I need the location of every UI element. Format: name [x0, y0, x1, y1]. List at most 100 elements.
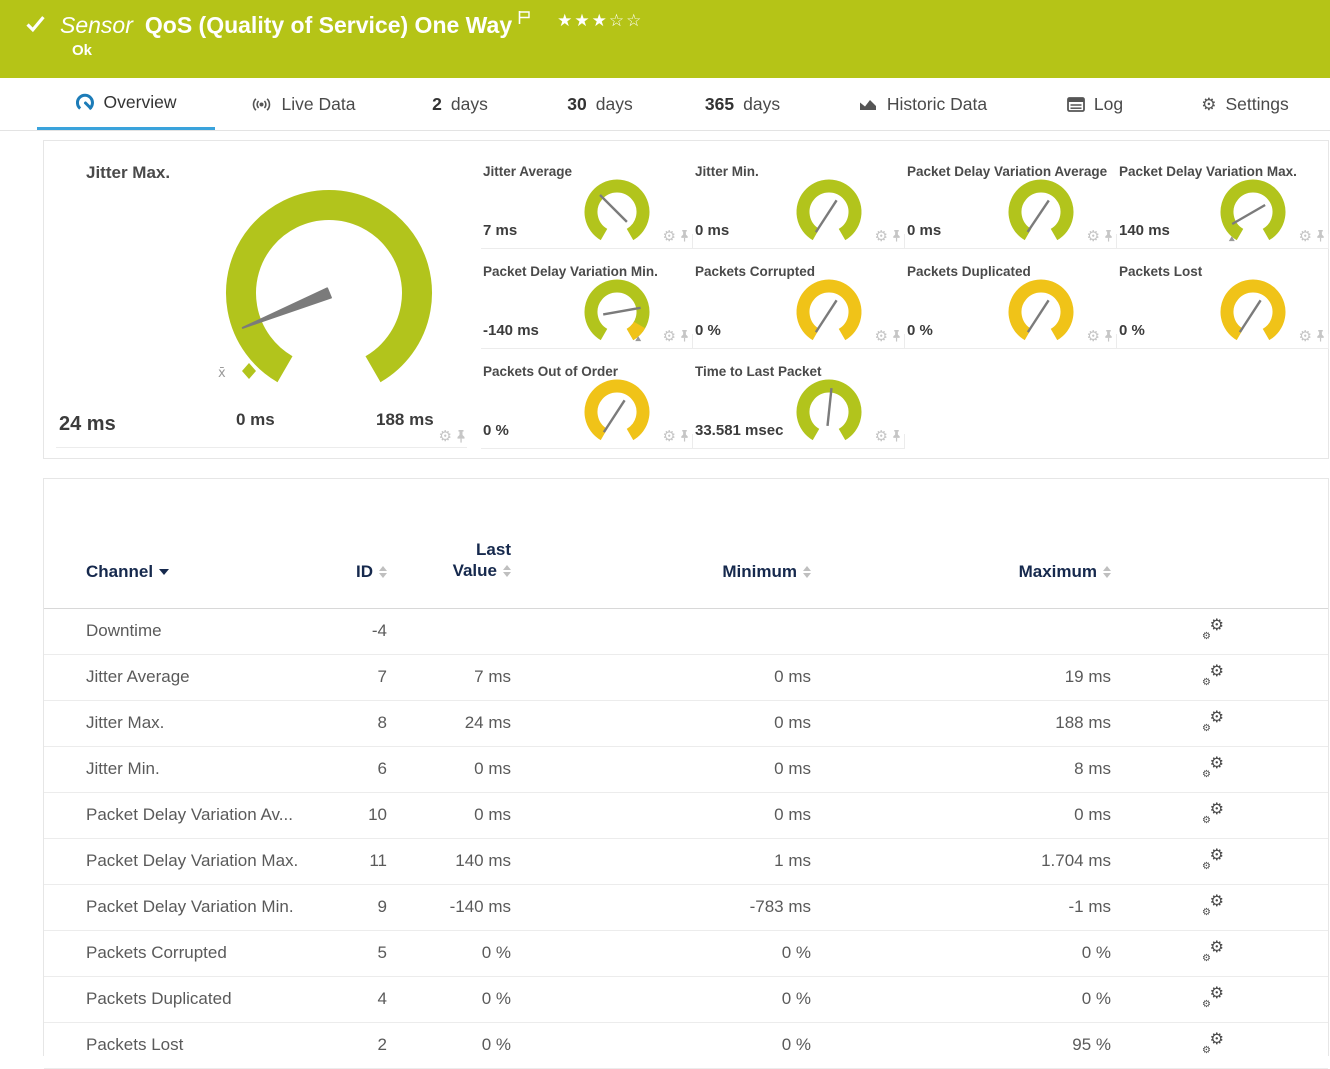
table-row: Jitter Max. 8 24 ms 0 ms 188 ms ⚙ ⚙	[44, 700, 1328, 747]
channel-name[interactable]: Packet Delay Variation Av...	[44, 792, 346, 839]
channel-settings-icon[interactable]: ⚙ ⚙	[1202, 892, 1224, 918]
gear-icon[interactable]: ⚙	[874, 327, 888, 345]
tab-365-days-number: 365	[704, 93, 735, 114]
mini-gauge-cell: Packet Delay Variation Min. -140 ms ⚙	[481, 261, 693, 349]
log-list-icon	[1066, 96, 1085, 112]
column-header-actions	[1111, 479, 1328, 609]
column-header-channel[interactable]: Channel	[44, 479, 346, 609]
column-header-last-value[interactable]: Last Value	[387, 479, 511, 609]
tab-settings[interactable]: ⚙ Settings	[1160, 78, 1330, 130]
channel-name[interactable]: Jitter Average	[44, 654, 346, 701]
channel-name[interactable]: Jitter Min.	[44, 746, 346, 793]
page-title: QoS (Quality of Service) One Way	[144, 12, 513, 38]
gauge-arc	[584, 379, 650, 441]
channel-settings-icon[interactable]: ⚙ ⚙	[1202, 662, 1224, 688]
gauge-needle	[814, 199, 838, 233]
pin-icon[interactable]	[1103, 329, 1114, 342]
pin-icon[interactable]	[891, 429, 902, 442]
priority-stars-rating[interactable]: ★★★☆☆	[557, 11, 644, 30]
gear-icon[interactable]: ⚙	[1086, 327, 1100, 345]
gear-icon[interactable]: ⚙	[1086, 227, 1100, 245]
channel-name[interactable]: Packet Delay Variation Max.	[44, 838, 346, 885]
tab-2-days[interactable]: 2 days	[390, 78, 530, 130]
mini-gauge-cell: Jitter Min. 0 ms ⚙	[693, 161, 905, 249]
gear-icon[interactable]: ⚙	[662, 227, 676, 245]
sort-toggle-icon	[379, 565, 387, 578]
gauge-arc	[584, 279, 650, 341]
pin-icon[interactable]	[1315, 229, 1326, 242]
sort-toggle-icon	[803, 565, 811, 578]
tab-live-data[interactable]: Live Data	[215, 78, 390, 130]
column-header-id[interactable]: ID	[346, 479, 387, 609]
gear-icon[interactable]: ⚙	[662, 327, 676, 345]
mini-gauge-value: 0 %	[1119, 322, 1145, 339]
channel-settings-icon[interactable]: ⚙ ⚙	[1202, 616, 1224, 642]
channel-id: 11	[346, 838, 387, 885]
mini-gauge-cell: Time to Last Packet 33.581 msec ⚙	[693, 361, 905, 449]
sort-descending-icon	[159, 568, 170, 575]
tab-log[interactable]: Log	[1030, 78, 1160, 130]
mini-gauge-cell: Packets Duplicated 0 % ⚙	[905, 261, 1117, 349]
table-row: Packets Lost 2 0 % 0 % 95 % ⚙ ⚙	[44, 1022, 1328, 1069]
gauge-arc	[796, 179, 862, 241]
gauge-arc	[1008, 279, 1074, 341]
mini-gauge-label: Jitter Average	[483, 164, 573, 179]
channel-name[interactable]: Packets Corrupted	[44, 930, 346, 977]
primary-gauge-label: Jitter Max.	[86, 163, 171, 182]
tab-2-days-number: 2	[432, 93, 442, 114]
pin-icon[interactable]	[891, 329, 902, 342]
tab-30-days[interactable]: 30 days	[530, 78, 670, 130]
gear-icon[interactable]: ⚙	[874, 427, 888, 445]
pin-icon[interactable]	[679, 329, 690, 342]
channel-settings-icon[interactable]: ⚙ ⚙	[1202, 1030, 1224, 1056]
tab-365-days[interactable]: 365 days	[670, 78, 815, 130]
tab-30-days-number: 30	[567, 93, 587, 114]
column-header-maximum-label: Maximum	[1018, 561, 1097, 581]
gear-icon[interactable]: ⚙	[438, 428, 452, 445]
pin-icon[interactable]	[1315, 329, 1326, 342]
tab-log-label: Log	[1093, 93, 1124, 114]
mini-gauges-grid: Jitter Average 7 ms ⚙ Jitter Min. 0 ms ⚙ Packe…	[481, 161, 1329, 449]
column-header-maximum[interactable]: Maximum	[811, 479, 1111, 609]
gauge-needle	[1026, 199, 1050, 233]
channel-minimum: 0 %	[511, 1022, 811, 1069]
pin-icon[interactable]	[891, 229, 902, 242]
mini-gauge	[793, 174, 865, 255]
table-row: Packet Delay Variation Max. 11 140 ms 1 ms 1…	[44, 838, 1328, 885]
gauge-max-tick	[635, 336, 642, 342]
gear-icon[interactable]: ⚙	[1298, 327, 1312, 345]
pin-icon[interactable]	[455, 429, 467, 443]
channel-settings-icon[interactable]: ⚙ ⚙	[1202, 846, 1224, 872]
channel-maximum: 0 %	[811, 976, 1111, 1023]
mini-gauge-label: Packets Duplicated	[907, 264, 1031, 279]
priority-flag-icon[interactable]	[518, 10, 531, 25]
gear-icon[interactable]: ⚙	[1298, 227, 1312, 245]
pin-icon[interactable]	[679, 229, 690, 242]
primary-gauge-max-label: 188 ms	[376, 410, 434, 429]
channel-settings-icon[interactable]: ⚙ ⚙	[1202, 800, 1224, 826]
tab-overview[interactable]: Overview	[37, 78, 215, 130]
channel-name[interactable]: Packet Delay Variation Min.	[44, 884, 346, 931]
channel-settings-icon[interactable]: ⚙ ⚙	[1202, 708, 1224, 734]
pin-icon[interactable]	[679, 429, 690, 442]
channel-id: 10	[346, 792, 387, 839]
channel-name[interactable]: Downtime	[44, 608, 346, 655]
mini-gauge-cell: Packet Delay Variation Average 0 ms ⚙	[905, 161, 1117, 249]
channel-name[interactable]: Jitter Max.	[44, 700, 346, 747]
pin-icon[interactable]	[1103, 229, 1114, 242]
channel-settings-icon[interactable]: ⚙ ⚙	[1202, 754, 1224, 780]
channel-maximum: 19 ms	[811, 654, 1111, 701]
tab-live-data-label: Live Data	[281, 93, 356, 114]
tab-historic-data[interactable]: Historic Data	[815, 78, 1030, 130]
gear-icon[interactable]: ⚙	[874, 227, 888, 245]
channel-settings-icon[interactable]: ⚙ ⚙	[1202, 938, 1224, 964]
channel-last-value: 0 ms	[387, 746, 511, 793]
channel-name[interactable]: Packets Lost	[44, 1022, 346, 1069]
channel-settings-icon[interactable]: ⚙ ⚙	[1202, 984, 1224, 1010]
mini-gauge	[1217, 274, 1289, 355]
column-header-minimum[interactable]: Minimum	[511, 479, 811, 609]
channel-maximum: 1.704 ms	[811, 838, 1111, 885]
channel-id: 7	[346, 654, 387, 701]
channel-name[interactable]: Packets Duplicated	[44, 976, 346, 1023]
gear-icon[interactable]: ⚙	[662, 427, 676, 445]
